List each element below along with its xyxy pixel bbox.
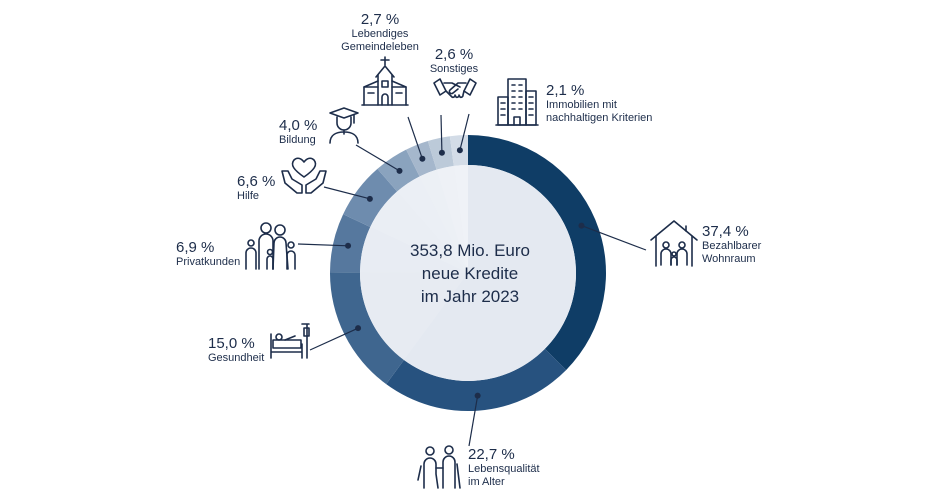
slice-label-line: Sonstiges bbox=[429, 63, 479, 76]
slice-percent: 6,9 % bbox=[176, 239, 215, 256]
slice-gesundheit bbox=[330, 272, 404, 385]
leader-dot-bildung bbox=[396, 167, 403, 174]
leader-line-privatkunden bbox=[297, 243, 349, 247]
label-bezahlbarer-wohnraum: 37,4 % Bezahlbarer Wohnraum bbox=[702, 223, 761, 266]
hospital-bed-icon bbox=[269, 322, 311, 360]
label-sonstiges: 2,6 % Sonstiges bbox=[426, 46, 482, 76]
center-line-2: neue Kredite bbox=[421, 263, 519, 283]
label-immobilien-nachhaltig: 2,1 % Immobilien mit nachhaltigen Kriter… bbox=[546, 82, 652, 125]
inner-wedge-lebendiges-gemeindeleben bbox=[419, 169, 468, 273]
leader-line-sonstiges bbox=[440, 114, 443, 153]
leader-line-lebendiges-gemeindeleben bbox=[407, 116, 423, 159]
inner-wedge-bildung bbox=[397, 176, 468, 273]
slice-label-line: im Alter bbox=[468, 475, 505, 488]
leader-dot-lebendiges-gemeindeleben bbox=[419, 155, 426, 162]
leader-line-bildung bbox=[355, 144, 400, 172]
label-bildung: 4,0 % Bildung bbox=[279, 117, 317, 147]
inner-wedge-hilfe bbox=[370, 191, 468, 273]
label-lebendiges-gemeindeleben: 2,7 % Lebendiges Gemeindeleben bbox=[334, 11, 426, 54]
leader-dot-gesundheit bbox=[355, 325, 362, 332]
slice-lebensqualitaet-im-alter bbox=[386, 348, 567, 411]
heart-hands-icon bbox=[280, 155, 328, 195]
church-icon bbox=[360, 55, 410, 107]
slice-percent: 2,1 % bbox=[546, 82, 585, 99]
slice-percent: 4,0 % bbox=[279, 117, 318, 134]
leader-line-lebensqualitaet-im-alter bbox=[468, 395, 479, 447]
inner-wedge-immobilien-nachhaltig bbox=[453, 165, 468, 273]
slice-label-line: Hilfe bbox=[237, 190, 260, 203]
inner-wedge-sonstiges bbox=[436, 165, 468, 273]
inner-wedge-gesundheit bbox=[360, 272, 468, 360]
slice-label-line: Gemeindeleben bbox=[341, 40, 419, 53]
slice-label-line: Gesundheit bbox=[208, 352, 265, 365]
slice-percent: 37,4 % bbox=[702, 223, 749, 240]
house-family-icon bbox=[649, 218, 699, 268]
leader-lines-layer bbox=[297, 113, 647, 447]
handshake-icon bbox=[432, 75, 478, 105]
slice-label-line: Immobilien mit bbox=[546, 99, 617, 112]
leader-dot-privatkunden bbox=[345, 242, 352, 249]
slice-label-line: Bildung bbox=[279, 134, 316, 147]
center-line-1: 353,8 Mio. Euro bbox=[409, 241, 530, 260]
slice-privatkunden bbox=[330, 214, 371, 273]
center-text: 353,8 Mio. Euro neue Kredite im Jahr 202… bbox=[380, 240, 560, 309]
slice-percent: 22,7 % bbox=[468, 446, 515, 463]
slice-percent: 2,7 % bbox=[360, 11, 400, 28]
leader-line-gesundheit bbox=[309, 327, 359, 351]
label-gesundheit: 15,0 % Gesundheit bbox=[208, 335, 264, 365]
inner-wedge-privatkunden bbox=[360, 227, 468, 273]
family-icon bbox=[242, 221, 298, 271]
label-hilfe: 6,6 % Hilfe bbox=[237, 173, 275, 203]
label-lebensqualitaet-im-alter: 22,7 % Lebensqualität im Alter bbox=[468, 446, 540, 489]
inner-disc bbox=[360, 165, 576, 381]
center-line-3: im Jahr 2023 bbox=[420, 286, 520, 306]
buildings-icon bbox=[494, 75, 540, 127]
slice-bezahlbarer-wohnraum bbox=[468, 135, 606, 370]
leader-line-immobilien-nachhaltig bbox=[459, 113, 470, 151]
leader-dot-sonstiges bbox=[438, 149, 445, 156]
slice-label-line: Lebensqualität bbox=[468, 463, 540, 476]
leader-dot-bezahlbarer-wohnraum bbox=[578, 222, 585, 229]
leader-dot-hilfe bbox=[366, 195, 373, 202]
graduate-icon bbox=[324, 105, 364, 145]
leader-line-bezahlbarer-wohnraum bbox=[581, 225, 647, 251]
slice-label-line: Lebendiges bbox=[351, 28, 409, 41]
leader-dot-immobilien-nachhaltig bbox=[456, 147, 463, 154]
slice-label-line: Bezahlbarer bbox=[702, 240, 762, 253]
leader-dot-lebensqualitaet-im-alter bbox=[474, 392, 481, 399]
slice-percent: 6,6 % bbox=[237, 173, 276, 190]
slice-label-line: Privatkunden bbox=[176, 256, 241, 269]
leader-line-hilfe bbox=[323, 186, 371, 200]
slice-label-line: Wohnraum bbox=[702, 252, 756, 265]
slice-percent: 2,6 % bbox=[434, 46, 474, 63]
elderly-couple-icon bbox=[416, 444, 462, 490]
label-privatkunden: 6,9 % Privatkunden bbox=[176, 239, 240, 269]
slice-label-line: nachhaltigen Kriterien bbox=[546, 111, 653, 124]
slice-percent: 15,0 % bbox=[208, 335, 255, 352]
